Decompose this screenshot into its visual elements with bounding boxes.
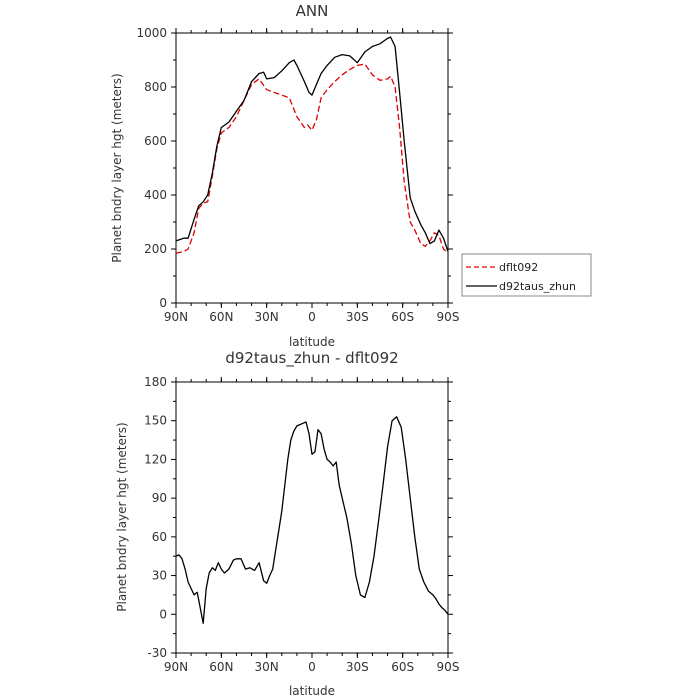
top-y-axis-label: Planet bndry layer hgt (meters) [110, 73, 124, 263]
x-tick-label: 30S [346, 310, 369, 324]
x-tick-label: 30N [255, 310, 279, 324]
series-line-panel1-series0 [175, 416, 449, 624]
legend-label-dflt092: dflt092 [499, 261, 538, 274]
x-tick-label: 60N [209, 310, 233, 324]
bottom-x-axis-label: latitude [289, 684, 335, 698]
y-tick-label: 30 [152, 569, 167, 583]
y-tick-label: 60 [152, 530, 167, 544]
x-tick-label: 60N [209, 660, 233, 674]
x-tick-label: 90N [164, 310, 188, 324]
bottom-panel: d92taus_zhun - dflt092 latitude Planet b… [115, 349, 459, 698]
y-tick-label: 200 [144, 242, 167, 256]
y-tick-label: 0 [159, 607, 167, 621]
bottom-chart-title: d92taus_zhun - dflt092 [225, 349, 398, 368]
top-chart-title: ANN [296, 2, 329, 20]
top-axis-ticks: 90N 60N 30N 0 30S 60S 90S 0 200 400 600 800 1000 [136, 26, 459, 324]
x-tick-label: 90S [437, 660, 460, 674]
legend-box [461, 253, 592, 297]
bottom-plot-frame [175, 381, 449, 654]
series-line-d92taus-zhun [175, 36, 449, 252]
x-tick-label: 0 [308, 660, 316, 674]
x-tick-label: 60S [391, 310, 414, 324]
y-tick-label: 0 [159, 296, 167, 310]
y-tick-label: 180 [144, 375, 167, 389]
y-tick-label: 1000 [136, 26, 167, 40]
series-line-dflt092 [175, 63, 449, 254]
x-tick-label: 0 [308, 310, 316, 324]
top-panel: ANN latitude Planet bndry layer hgt (met… [110, 2, 592, 349]
y-tick-label: 400 [144, 188, 167, 202]
y-tick-label: 800 [144, 80, 167, 94]
x-tick-label: 60S [391, 660, 414, 674]
x-tick-label: 30S [346, 660, 369, 674]
x-tick-label: 90N [164, 660, 188, 674]
x-tick-label: 30N [255, 660, 279, 674]
top-legend: dflt092 d92taus_zhun [461, 253, 592, 297]
y-tick-label: 90 [152, 491, 167, 505]
y-tick-label: 120 [144, 452, 167, 466]
top-series-lines [175, 36, 449, 254]
legend-label-d92taus-zhun: d92taus_zhun [499, 280, 576, 293]
y-tick-label: -30 [147, 646, 167, 660]
x-tick-label: 90S [437, 310, 460, 324]
top-x-axis-label: latitude [289, 335, 335, 349]
bottom-y-axis-label: Planet bndry layer hgt (meters) [115, 422, 129, 612]
bottom-series-lines [175, 416, 449, 624]
bottom-axis-ticks: 90N 60N 30N 0 30S 60S 90S -30 0 30 60 90 120 150 180 [144, 375, 459, 674]
y-tick-label: 150 [144, 414, 167, 428]
y-tick-label: 600 [144, 134, 167, 148]
